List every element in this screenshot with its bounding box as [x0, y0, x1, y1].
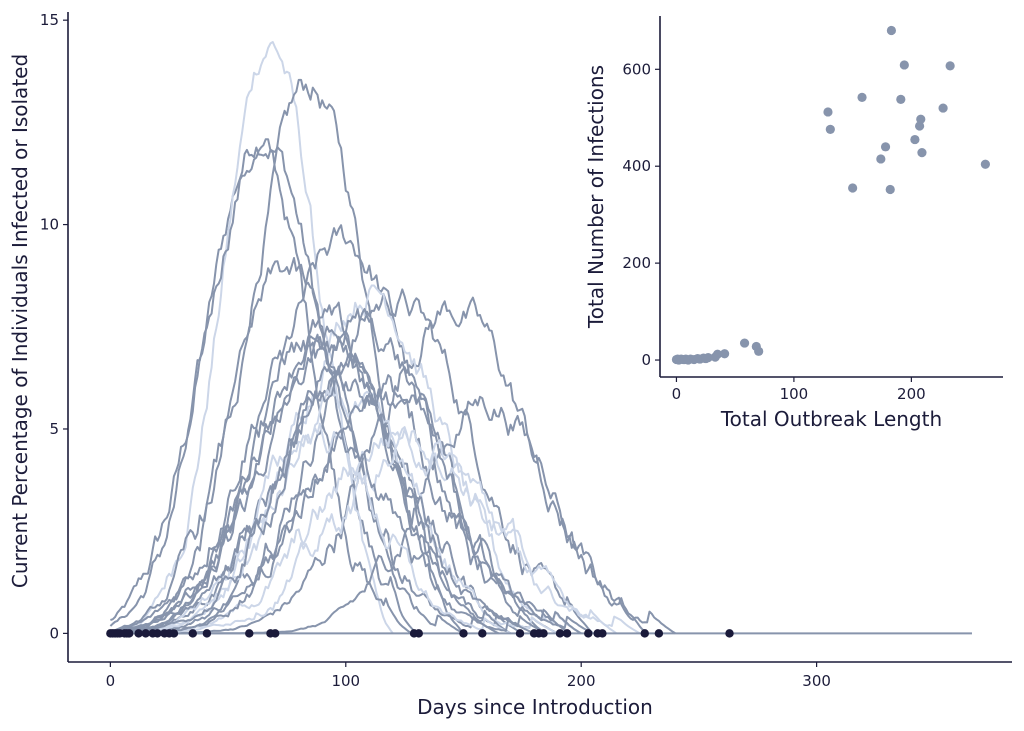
outbreak-end-point-10 — [141, 629, 150, 638]
outbreak-scatter-point-33 — [910, 134, 920, 145]
epidemic-curve-20 — [110, 308, 570, 635]
outbreak-scatter-point-26 — [857, 92, 867, 103]
main-y-tick-label: 5 — [49, 420, 59, 438]
outbreak-end-point-22 — [414, 629, 423, 638]
epidemic-curve-3 — [110, 78, 465, 635]
outbreak-scatter-point-20 — [739, 338, 750, 348]
outbreak-end-point-9 — [134, 629, 143, 638]
epidemic-curve-21 — [110, 365, 547, 635]
outbreak-scatter-point-24 — [825, 124, 835, 134]
inset-x-axis-title: Total Outbreak Length — [720, 407, 942, 431]
outbreak-scatter-point-19 — [720, 349, 730, 359]
outbreak-end-point-15 — [169, 629, 179, 638]
epidemic-curve-23 — [110, 429, 535, 635]
outbreak-end-point-20 — [270, 629, 280, 638]
outbreak-scatter-point-35 — [916, 114, 926, 124]
outbreak-end-point-18 — [245, 629, 254, 638]
inset-y-tick-label: 200 — [622, 254, 651, 272]
outbreak-end-point-34 — [640, 629, 649, 638]
outbreak-end-point-24 — [478, 629, 487, 638]
outbreak-scatter-point-31 — [896, 94, 906, 104]
outbreak-scatter-point-18 — [712, 349, 723, 359]
outbreak-scatter-point-38 — [945, 61, 955, 71]
main-x-axis-title: Days since Introduction — [417, 695, 653, 719]
outbreak-end-point-35 — [654, 629, 664, 638]
outbreak-end-point-17 — [202, 629, 212, 638]
main-x-tick-label: 100 — [331, 672, 360, 690]
inset-plot-points — [671, 25, 990, 365]
epidemic-curve-13 — [110, 352, 594, 635]
outbreak-scatter-point-23 — [823, 107, 833, 117]
main-plot-endpoints — [106, 629, 734, 638]
main-x-tick-label: 0 — [106, 672, 116, 690]
epidemic-curve-19 — [110, 422, 512, 635]
outbreak-end-point-33 — [598, 629, 607, 638]
outbreak-scatter-point-32 — [899, 60, 909, 70]
outbreak-scatter-point-22 — [754, 346, 764, 356]
outbreak-end-point-16 — [188, 629, 197, 638]
inset-plot-axes: 0 100 200 0 200 400 600 — [622, 16, 1003, 403]
epidemic-curve-22 — [110, 426, 641, 635]
main-y-tick-label: 10 — [40, 216, 59, 234]
epidemic-curve-1 — [110, 146, 418, 635]
main-y-tick-label: 0 — [49, 624, 59, 642]
inset-x-tick-label: 0 — [672, 385, 682, 403]
outbreak-end-point-28 — [539, 629, 548, 638]
main-y-tick-label: 15 — [40, 11, 59, 29]
outbreak-scatter-point-29 — [885, 184, 895, 195]
outbreak-end-point-25 — [515, 629, 525, 638]
outbreak-end-point-8 — [125, 629, 134, 638]
outbreak-scatter-point-34 — [914, 121, 925, 131]
outbreak-scatter-point-36 — [917, 148, 927, 158]
outbreak-end-point-12 — [153, 629, 162, 638]
epidemic-curve-12 — [110, 339, 500, 635]
outbreak-scatter-point-28 — [880, 142, 891, 152]
epidemic-curve-6 — [110, 288, 594, 635]
inset-x-tick-label: 100 — [780, 385, 809, 403]
outbreak-scatter-point-16 — [703, 353, 713, 363]
outbreak-end-point-36 — [725, 629, 734, 638]
epidemic-curve-16 — [110, 257, 464, 635]
main-x-tick-label: 300 — [802, 672, 831, 690]
outbreak-end-point-30 — [562, 629, 572, 638]
outbreak-end-point-23 — [459, 629, 468, 638]
outbreak-end-point-31 — [584, 629, 593, 638]
inset-y-tick-label: 400 — [622, 157, 651, 175]
main-plot-axes: 0 100 200 300 0 5 10 15 — [40, 11, 1012, 690]
outbreak-end-point-29 — [555, 629, 565, 638]
epidemic-curve-14 — [110, 386, 559, 635]
outbreak-scatter-point-30 — [886, 25, 897, 36]
inset-y-tick-label: 0 — [641, 351, 651, 369]
inset-x-tick-label: 200 — [897, 385, 926, 403]
outbreak-scatter-point-39 — [980, 159, 990, 169]
inset-y-tick-label: 600 — [622, 60, 651, 78]
epidemic-curve-4 — [109, 138, 413, 635]
main-plot-lines — [109, 41, 676, 635]
main-y-axis-title: Current Percentage of Individuals Infect… — [8, 54, 32, 588]
inset-y-axis-title: Total Number of Infections — [584, 65, 608, 329]
outbreak-scatter-point-25 — [848, 183, 858, 193]
main-x-tick-label: 200 — [567, 672, 596, 690]
outbreak-scatter-point-37 — [938, 103, 948, 113]
outbreak-scatter-point-27 — [876, 154, 886, 164]
